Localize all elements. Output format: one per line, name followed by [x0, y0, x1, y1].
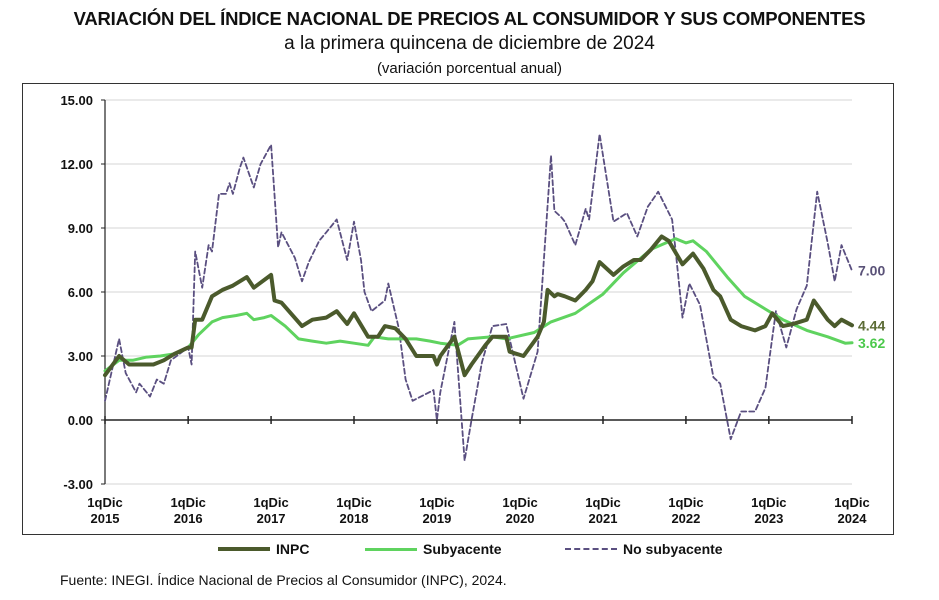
legend-item-subyacente: Subyacente [365, 541, 502, 557]
legend: INPC Subyacente No subyacente [0, 541, 939, 561]
legend-item-inpc: INPC [218, 541, 309, 557]
source-note: Fuente: INEGI. Índice Nacional de Precio… [60, 572, 507, 588]
y-tick-label: 12.00 [60, 157, 93, 172]
end-label-no-subyacente: 7.00 [858, 263, 885, 279]
y-tick-label: -3.00 [63, 477, 93, 492]
x-tick-label-line1: 1qDic [419, 495, 454, 510]
x-tick-label-line2: 2020 [506, 511, 535, 526]
x-tick-label-line2: 2022 [671, 511, 700, 526]
legend-label-no-subyacente: No subyacente [623, 541, 723, 557]
chart-title: VARIACIÓN DEL ÍNDICE NACIONAL DE PRECIOS… [73, 8, 866, 29]
x-tick-label-line2: 2023 [754, 511, 783, 526]
x-tick-label-line2: 2021 [589, 511, 618, 526]
x-tick-label-line1: 1qDic [87, 495, 122, 510]
x-tick-label-line1: 1qDic [336, 495, 371, 510]
x-tick-label-line1: 1qDic [668, 495, 703, 510]
x-tick-label-line2: 2019 [422, 511, 451, 526]
y-tick-label: 0.00 [68, 413, 93, 428]
x-tick-label-line1: 1qDic [834, 495, 869, 510]
x-tick-label-line2: 2016 [174, 511, 203, 526]
x-tick-label-line1: 1qDic [253, 495, 288, 510]
legend-swatch-subyacente [365, 547, 417, 551]
end-label-subyacente: 3.62 [858, 335, 885, 351]
legend-swatch-no-subyacente [565, 548, 617, 550]
y-tick-label: 15.00 [60, 93, 93, 108]
y-tick-label: 9.00 [68, 221, 93, 236]
legend-item-no-subyacente: No subyacente [565, 541, 723, 557]
x-tick-label-line2: 2017 [257, 511, 286, 526]
x-tick-label-line1: 1qDic [170, 495, 205, 510]
legend-swatch-inpc [218, 547, 270, 551]
x-tick-label-line2: 2018 [340, 511, 369, 526]
x-tick-label-line1: 1qDic [585, 495, 620, 510]
x-tick-label-line2: 2024 [838, 511, 868, 526]
chart-subtitle: a la primera quincena de diciembre de 20… [284, 33, 655, 54]
y-tick-label: 6.00 [68, 285, 93, 300]
y-tick-label: 3.00 [68, 349, 93, 364]
x-tick-label-line2: 2015 [91, 511, 120, 526]
x-tick-label-line1: 1qDic [502, 495, 537, 510]
series-line-subyacente [103, 237, 854, 373]
series-line-inpc [103, 234, 854, 378]
chart-frame [22, 83, 894, 535]
series-line-no-subyacente [104, 133, 853, 462]
legend-label-inpc: INPC [276, 541, 310, 557]
chart-units: (variación porcentual anual) [376, 60, 563, 77]
x-tick-label-line1: 1qDic [751, 495, 786, 510]
end-label-inpc: 4.44 [858, 317, 885, 333]
legend-label-subyacente: Subyacente [423, 541, 502, 557]
